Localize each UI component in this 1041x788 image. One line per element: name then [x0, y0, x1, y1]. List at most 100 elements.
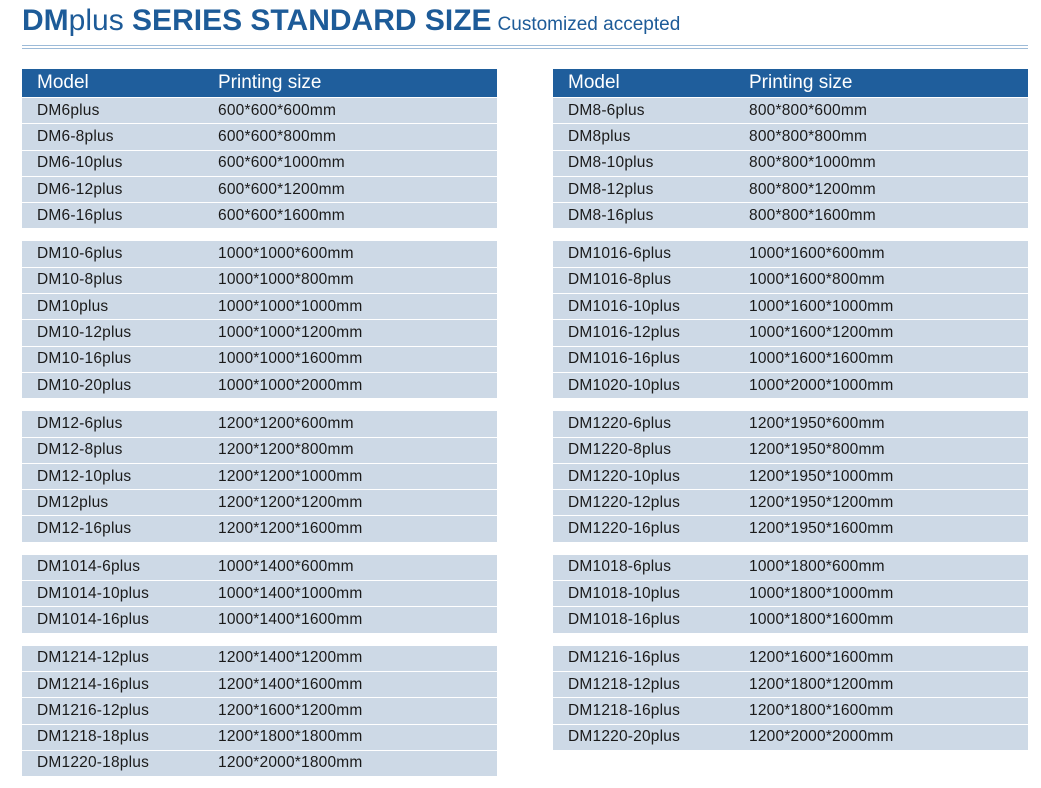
table-row: DM10-6plus 1000*1000*600mm [22, 240, 497, 267]
table-row: DM1218-18plus 1200*1800*1800mm [22, 723, 497, 750]
printing-size: 1000*1000*1000mm [218, 297, 363, 315]
table-row: DM8-10plus 800*800*1000mm [553, 149, 1028, 176]
column-header: Model [37, 72, 89, 93]
printing-size: 800*800*800mm [749, 127, 868, 145]
table-row: DM1220-12plus 1200*1950*1200mm [553, 489, 1028, 516]
row-group: DM1018-6plus 1000*1800*600mm DM1018-10plus… [553, 553, 1028, 633]
model: DM1220-12plus [568, 493, 681, 511]
printing-size: 600*600*1200mm [218, 180, 345, 198]
printing-size: 1000*1600*1200mm [749, 324, 894, 342]
model: DM8-12plus [568, 180, 654, 198]
table-row: DM12plus 1200*1200*1200mm [22, 489, 497, 516]
column-header: Model [568, 72, 620, 93]
printing-size: 600*600*800mm [218, 127, 337, 145]
model: DM1216-12plus [37, 701, 150, 719]
table-row: DM1020-10plus 1000*2000*1000mm [553, 371, 1028, 399]
model: DM12-6plus [37, 414, 123, 432]
model: DM1016-10plus [568, 297, 681, 315]
table-row: DM1016-8plus 1000*1600*800mm [553, 266, 1028, 294]
table-row: DM1014-6plus 1000*1400*600mm [22, 553, 497, 581]
table-row: DM8-12plus 800*800*1200mm [553, 175, 1028, 203]
table-row: DM1016-10plus 1000*1600*1000mm [553, 293, 1028, 320]
title-rest: SERIES STANDARD SIZE [132, 4, 492, 37]
table-header: Model Printing size [22, 69, 497, 97]
table-row: DM1220-16plus 1200*1950*1600mm [553, 515, 1028, 542]
model: DM10-6plus [37, 245, 123, 263]
printing-size: 1000*1400*600mm [218, 558, 354, 576]
table-row: DM8plus 800*800*800mm [553, 123, 1028, 150]
table-header: Model Printing size [553, 69, 1028, 97]
model: DM1016-8plus [568, 271, 672, 289]
row-group: DM1014-6plus 1000*1400*600mm DM1014-10plus… [22, 553, 497, 633]
table-row: DM1216-12plus 1200*1600*1200mm [22, 697, 497, 724]
table-row: DM1016-6plus 1000*1600*600mm [553, 240, 1028, 267]
printing-size: 1200*1200*1600mm [218, 520, 363, 538]
model: DM10plus [37, 297, 109, 315]
printing-size: 1200*1200*600mm [218, 414, 354, 432]
row-group: DM1016-6plus 1000*1600*600mm DM1016-8plus 1… [553, 240, 1028, 399]
model: DM1214-16plus [37, 675, 150, 693]
printing-size: 800*800*1600mm [749, 206, 876, 224]
printing-size: 1200*1400*1200mm [218, 649, 363, 667]
table-row: DM1216-16plus 1200*1600*1600mm [553, 644, 1028, 671]
printing-size: 1200*1400*1600mm [218, 675, 363, 693]
title-light: plus [68, 4, 124, 37]
printing-size: 1000*1000*1600mm [218, 350, 363, 368]
model: DM1220-20plus [568, 728, 681, 746]
printing-size: 1200*1950*1200mm [749, 493, 894, 511]
model: DM1016-6plus [568, 245, 672, 263]
table-row: DM6-10plus 600*600*1000mm [22, 149, 497, 176]
printing-size: 1200*1950*800mm [749, 441, 885, 459]
model: DM6-10plus [37, 154, 123, 172]
printing-size: 1000*1800*600mm [749, 558, 885, 576]
model: DM1220-10plus [568, 467, 681, 485]
row-group: DM10-6plus 1000*1000*600mm DM10-8plus 1000*… [22, 240, 497, 399]
table-row: DM1220-6plus 1200*1950*600mm [553, 410, 1028, 437]
table-row: DM1218-16plus 1200*1800*1600mm [553, 697, 1028, 724]
printing-size: 800*800*600mm [749, 101, 868, 119]
model: DM1218-18plus [37, 728, 150, 746]
printing-size: 600*600*1000mm [218, 154, 345, 172]
model: DM1220-18plus [37, 754, 150, 772]
printing-size: 1000*1600*1000mm [749, 297, 894, 315]
row-group: DM8-6plus 800*800*600mm DM8plus 800*800*800… [553, 97, 1028, 229]
model: DM1216-16plus [568, 649, 681, 667]
model: DM8-6plus [568, 101, 645, 119]
title-bold: DM [22, 4, 69, 37]
model: DM10-12plus [37, 324, 132, 342]
model: DM10-20plus [37, 376, 132, 394]
column-header: Printing size [749, 72, 853, 93]
table-row: DM12-16plus 1200*1200*1600mm [22, 515, 497, 542]
model: DM1018-10plus [568, 584, 681, 602]
model: DM8-10plus [568, 154, 654, 172]
printing-size: 1200*1800*1600mm [749, 701, 894, 719]
model: DM1016-16plus [568, 350, 681, 368]
printing-size: 1200*1950*1000mm [749, 467, 894, 485]
row-group: DM1220-6plus 1200*1950*600mm DM1220-8plus 1… [553, 410, 1028, 542]
model: DM1220-6plus [568, 414, 672, 432]
model: DM1018-16plus [568, 610, 681, 628]
model: DM1220-8plus [568, 441, 672, 459]
table-row: DM10-8plus 1000*1000*800mm [22, 266, 497, 294]
row-group: DM6plus 600*600*600mm DM6-8plus 600*600*800… [22, 97, 497, 229]
printing-size: 1000*1000*800mm [218, 271, 354, 289]
table-row: DM12-8plus 1200*1200*800mm [22, 436, 497, 463]
table-row: DM10-12plus 1000*1000*1200mm [22, 319, 497, 346]
printing-size: 1200*1200*800mm [218, 441, 354, 459]
printing-size: 1000*1800*1000mm [749, 584, 894, 602]
table-row: DM1214-12plus 1200*1400*1200mm [22, 644, 497, 671]
model: DM1218-12plus [568, 675, 681, 693]
model: DM1220-16plus [568, 520, 681, 538]
model: DM12-8plus [37, 441, 123, 459]
model: DM12-10plus [37, 467, 132, 485]
table-row: DM1018-10plus 1000*1800*1000mm [553, 580, 1028, 607]
printing-size: 1000*1800*1600mm [749, 610, 894, 628]
model: DM1018-6plus [568, 558, 672, 576]
printing-size: 1000*1600*1600mm [749, 350, 894, 368]
printing-size: 1200*2000*2000mm [749, 728, 894, 746]
rule [22, 48, 1028, 49]
model: DM1214-12plus [37, 649, 150, 667]
model: DM1014-10plus [37, 584, 150, 602]
row-group: DM1214-12plus 1200*1400*1200mm DM1214-16pl… [22, 644, 497, 777]
